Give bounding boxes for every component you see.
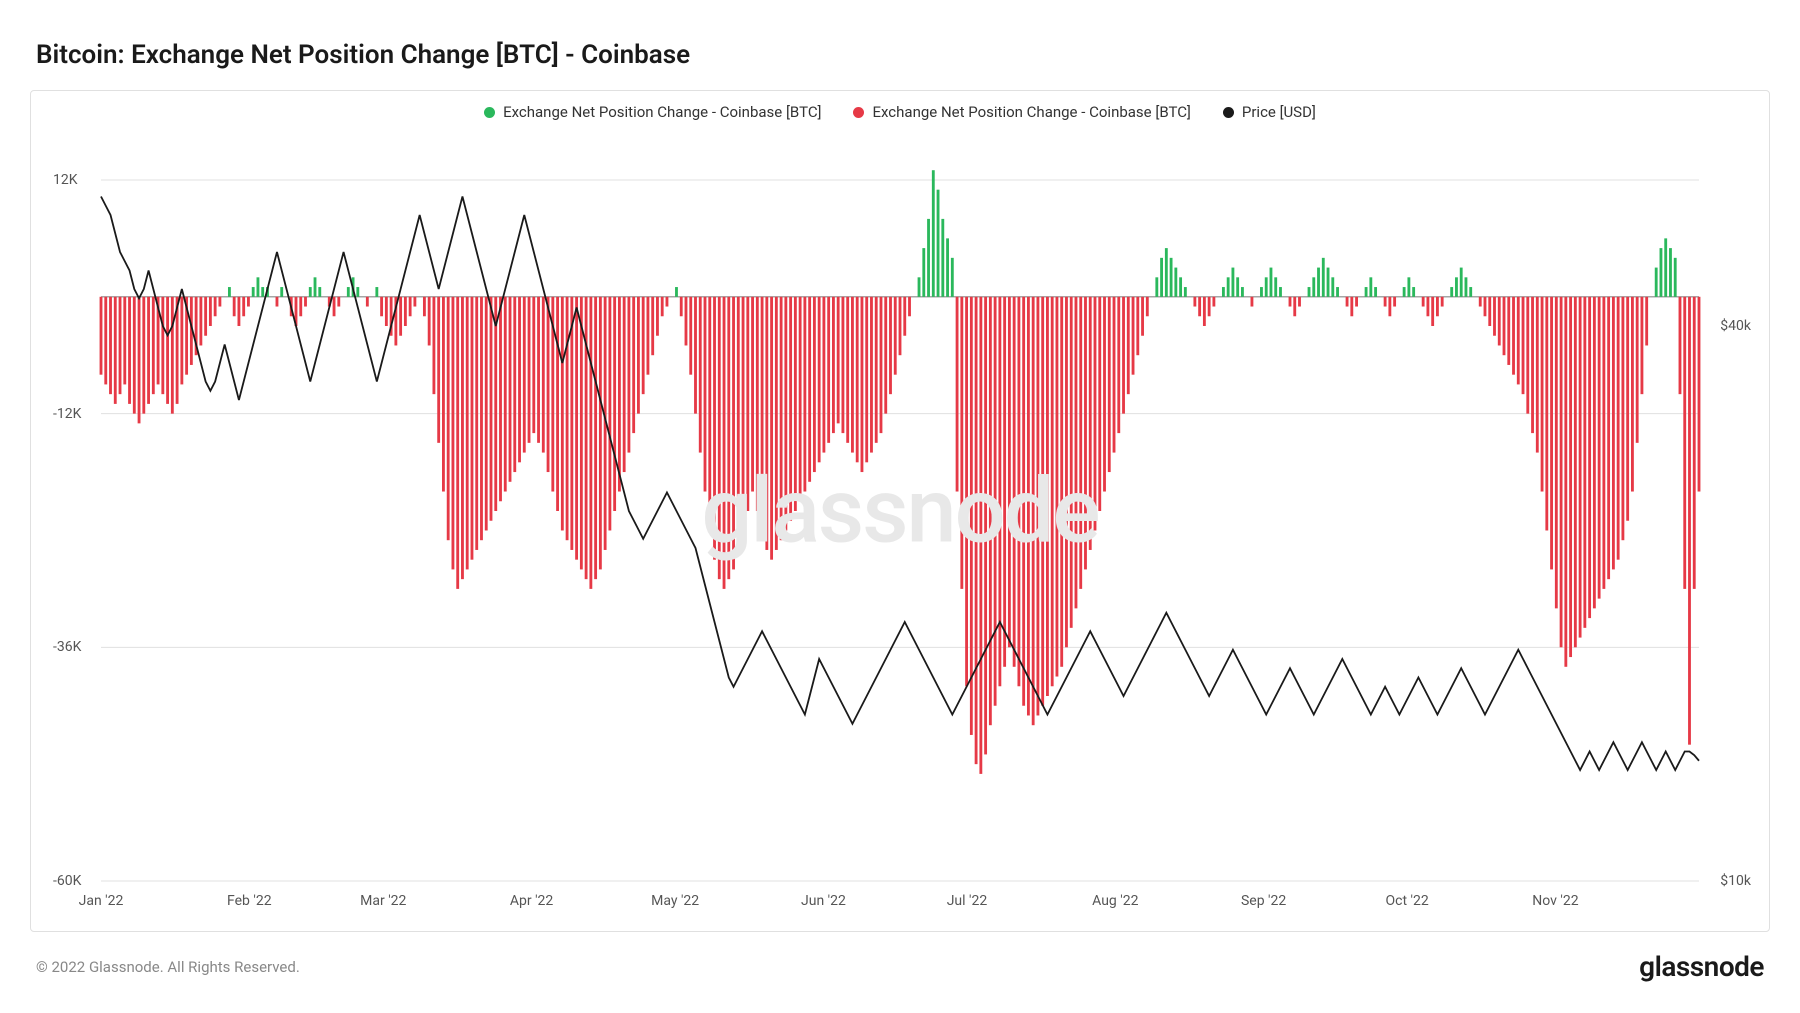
legend-dot-price bbox=[1223, 107, 1234, 118]
y-right-tick: $10k bbox=[1720, 873, 1751, 889]
legend: Exchange Net Position Change - Coinbase … bbox=[31, 91, 1769, 129]
legend-item-positive: Exchange Net Position Change - Coinbase … bbox=[484, 103, 821, 121]
legend-label-price: Price [USD] bbox=[1242, 103, 1316, 121]
x-tick: Oct '22 bbox=[1386, 893, 1429, 909]
y-left-tick: 12K bbox=[53, 172, 78, 188]
legend-label-negative: Exchange Net Position Change - Coinbase … bbox=[872, 103, 1190, 121]
y-right-tick: $40k bbox=[1720, 318, 1751, 334]
chart-container: Exchange Net Position Change - Coinbase … bbox=[30, 90, 1770, 932]
x-tick: Sep '22 bbox=[1241, 893, 1286, 909]
x-tick: Feb '22 bbox=[227, 893, 272, 909]
x-tick: May '22 bbox=[651, 893, 699, 909]
legend-dot-positive bbox=[484, 107, 495, 118]
legend-item-negative: Exchange Net Position Change - Coinbase … bbox=[853, 103, 1190, 121]
x-tick: Jul '22 bbox=[947, 893, 988, 909]
plot-area: glassnode 12K-12K-36K-60K$40k$10kJan '22… bbox=[101, 141, 1699, 881]
footer: © 2022 Glassnode. All Rights Reserved. g… bbox=[30, 932, 1770, 983]
y-left-tick: -60K bbox=[53, 873, 81, 889]
legend-label-positive: Exchange Net Position Change - Coinbase … bbox=[503, 103, 821, 121]
chart-title: Bitcoin: Exchange Net Position Change [B… bbox=[30, 40, 1770, 70]
brand-logo: glassnode bbox=[1639, 950, 1764, 983]
copyright-text: © 2022 Glassnode. All Rights Reserved. bbox=[36, 958, 300, 976]
x-tick: Nov '22 bbox=[1532, 893, 1578, 909]
x-tick: Aug '22 bbox=[1092, 893, 1138, 909]
legend-dot-negative bbox=[853, 107, 864, 118]
x-tick: Apr '22 bbox=[510, 893, 553, 909]
chart-svg bbox=[101, 141, 1699, 881]
legend-item-price: Price [USD] bbox=[1223, 103, 1316, 121]
y-left-tick: -12K bbox=[53, 406, 81, 422]
x-tick: Jan '22 bbox=[79, 893, 124, 909]
x-tick: Mar '22 bbox=[360, 893, 406, 909]
x-tick: Jun '22 bbox=[801, 893, 846, 909]
y-left-tick: -36K bbox=[53, 639, 81, 655]
